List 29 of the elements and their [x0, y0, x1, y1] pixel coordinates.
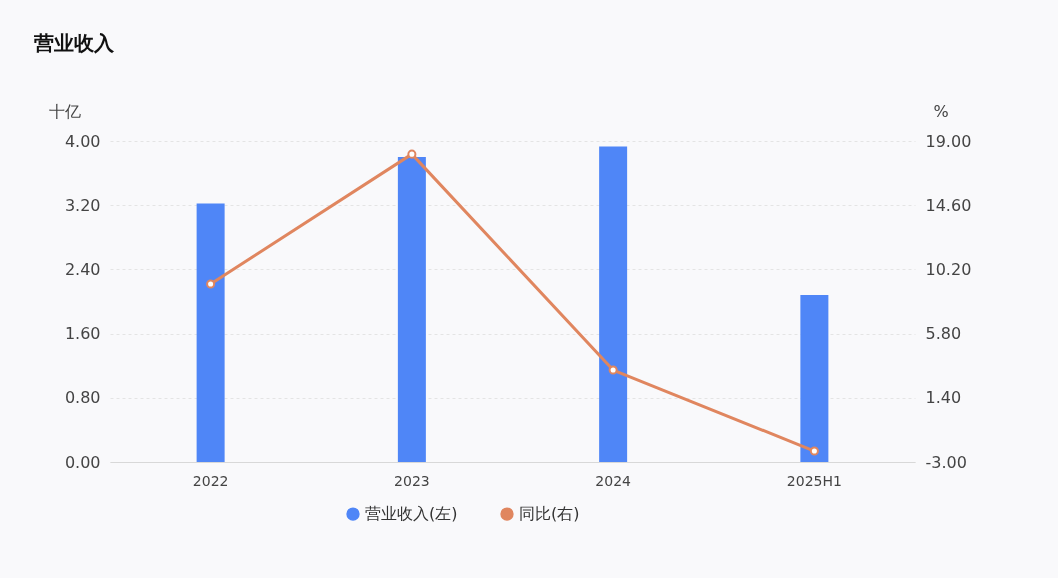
x-tick-label: 2023: [394, 472, 430, 489]
point: [608, 365, 618, 375]
y2-tick-label: -3.00: [925, 452, 967, 472]
point: [809, 446, 819, 456]
x-tick-label: 2022: [192, 472, 229, 489]
y2-axis-title: %: [933, 101, 949, 121]
y-tick-label: 4.00: [64, 131, 101, 151]
y-tick-label: 3.20: [64, 195, 101, 215]
y2-tick-label: 14.60: [925, 195, 972, 215]
bar: [800, 295, 829, 462]
y-tick-label: 1.60: [64, 324, 101, 344]
point: [206, 279, 216, 289]
y-tick-label: 0.00: [64, 452, 101, 472]
y2-tick-label: 19.00: [925, 131, 972, 151]
y2-tick-label: 1.40: [925, 388, 962, 408]
x-tick-label: 2025H1: [786, 472, 842, 489]
x-tick-label: 2024: [595, 472, 632, 489]
chart-title: 营业收入: [33, 31, 115, 55]
y-tick-label: 0.80: [64, 388, 101, 408]
y2-tick-label: 10.20: [925, 259, 972, 279]
legend-label: 营业收入(左): [365, 504, 458, 524]
bar: [599, 146, 628, 462]
bar: [397, 157, 426, 462]
bar: [196, 203, 225, 462]
legend-label: 同比(右): [519, 504, 580, 524]
y-tick-label: 2.40: [64, 259, 101, 279]
y2-tick-label: 5.80: [925, 324, 962, 344]
point: [407, 149, 417, 159]
y-axis-title: 十亿: [48, 101, 81, 121]
